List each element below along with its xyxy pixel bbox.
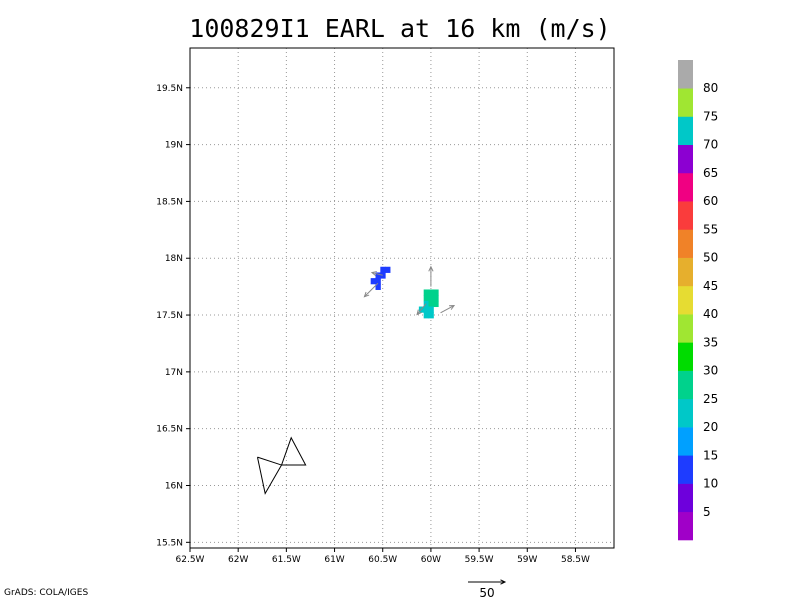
data-cell bbox=[380, 272, 386, 279]
colorbar-segment bbox=[678, 60, 693, 89]
colorbar-label: 30 bbox=[703, 364, 718, 378]
data-cell bbox=[375, 272, 381, 279]
grads-credit: GrADS: COLA/IGES bbox=[4, 588, 89, 598]
colorbar-segment bbox=[678, 257, 693, 287]
x-tick-label: 62W bbox=[228, 555, 248, 565]
data-cell bbox=[375, 283, 381, 290]
colorbar-label: 35 bbox=[703, 335, 718, 349]
colorbar-label: 50 bbox=[703, 251, 718, 265]
y-tick-label: 16.5N bbox=[156, 425, 183, 435]
reference-vector-head bbox=[500, 579, 507, 585]
colorbar-label: 70 bbox=[703, 138, 718, 152]
colorbar-segment bbox=[678, 398, 693, 428]
x-tick-label: 59.5W bbox=[465, 555, 494, 565]
data-cell bbox=[428, 312, 434, 319]
wind-vector bbox=[371, 272, 383, 276]
colorbar-label: 60 bbox=[703, 194, 718, 208]
colorbar-segment bbox=[678, 116, 693, 146]
x-tick-label: 61.5W bbox=[272, 555, 301, 565]
data-cell bbox=[433, 289, 439, 296]
wind-vector-head bbox=[428, 265, 434, 272]
data-cell bbox=[385, 266, 391, 273]
data-cell bbox=[428, 295, 434, 302]
colorbar-label: 75 bbox=[703, 109, 718, 123]
colorbar-label: 65 bbox=[703, 166, 718, 180]
data-cell bbox=[375, 278, 381, 285]
colorbar-label: 45 bbox=[703, 279, 718, 293]
outline-polyline bbox=[256, 436, 307, 495]
data-cell bbox=[428, 289, 434, 296]
y-tick-label: 19N bbox=[165, 141, 183, 151]
colorbar-segment bbox=[678, 201, 693, 230]
y-tick-label: 18.5N bbox=[156, 197, 183, 207]
y-tick-label: 17N bbox=[165, 368, 183, 378]
colorbar-segment bbox=[678, 455, 693, 484]
colorbar-label: 10 bbox=[703, 477, 718, 491]
colorbar-label: 55 bbox=[703, 222, 718, 236]
reference-vector-label: 50 bbox=[479, 586, 494, 600]
colorbar-segment bbox=[678, 511, 693, 541]
wind-vector-head bbox=[363, 291, 370, 298]
colorbar-segment bbox=[678, 342, 693, 371]
y-tick-label: 18N bbox=[165, 254, 183, 264]
data-cell bbox=[380, 266, 386, 273]
colorbar-segment bbox=[678, 314, 693, 343]
colorbar-label: 25 bbox=[703, 392, 718, 406]
colorbar-label: 20 bbox=[703, 420, 718, 434]
data-cell bbox=[423, 289, 429, 296]
wind-vector-head bbox=[416, 309, 422, 316]
colorbar-segment bbox=[678, 483, 693, 513]
data-cell bbox=[428, 306, 434, 313]
chart-title: 100829I1 EARL at 16 km (m/s) bbox=[189, 14, 611, 43]
colorbar-segment bbox=[678, 144, 693, 174]
colorbar-segment bbox=[678, 427, 693, 456]
data-cell bbox=[423, 312, 429, 319]
colorbar-segment bbox=[678, 285, 693, 315]
data-cell bbox=[423, 295, 429, 302]
colorbar-segment bbox=[678, 172, 693, 202]
colorbar-label: 40 bbox=[703, 307, 718, 321]
data-cell bbox=[433, 295, 439, 302]
wind-vector bbox=[416, 303, 427, 315]
colorbar-label: 80 bbox=[703, 81, 718, 95]
y-tick-label: 19.5N bbox=[156, 84, 183, 94]
data-cell bbox=[423, 306, 429, 313]
data-cell bbox=[428, 300, 434, 308]
colorbar-label: 5 bbox=[703, 505, 711, 519]
y-tick-label: 17.5N bbox=[156, 311, 183, 321]
wind-vector-head bbox=[370, 271, 377, 277]
x-tick-label: 59W bbox=[517, 555, 537, 565]
wind-vector bbox=[440, 305, 455, 314]
x-tick-label: 58.5W bbox=[561, 555, 590, 565]
colorbar-segment bbox=[678, 229, 693, 258]
plot-frame bbox=[189, 47, 615, 549]
colorbar-segment bbox=[678, 88, 693, 117]
data-cell bbox=[433, 300, 439, 308]
x-tick-label: 60.5W bbox=[368, 555, 397, 565]
y-tick-label: 15.5N bbox=[156, 538, 183, 548]
data-cell bbox=[370, 278, 376, 285]
x-tick-label: 61W bbox=[324, 555, 344, 565]
colorbar-segment bbox=[678, 370, 693, 400]
x-tick-label: 62.5W bbox=[176, 555, 205, 565]
y-tick-label: 16N bbox=[165, 482, 183, 492]
wind-vector bbox=[364, 282, 379, 298]
wind-vector-head bbox=[449, 305, 456, 310]
x-tick-label: 60W bbox=[421, 555, 441, 565]
colorbar-label: 15 bbox=[703, 448, 718, 462]
